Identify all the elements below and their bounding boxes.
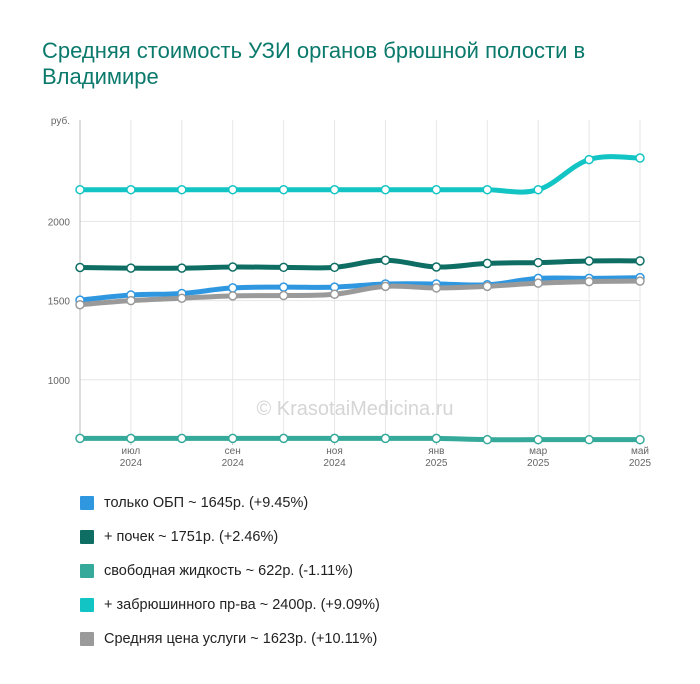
legend-item[interactable]: только ОБП ~ 1645р. (+9.45%) <box>80 486 380 520</box>
data-point <box>329 289 340 300</box>
line-chart: © KrasotaiMedicina.ru 1000 1500 2000 руб. ию… <box>48 115 652 469</box>
x-tick-label: май <box>631 446 649 457</box>
legend-swatch <box>80 530 94 544</box>
data-point <box>482 184 493 195</box>
data-point <box>278 433 289 444</box>
y-tick-label: 2000 <box>48 217 71 228</box>
y-tick-label: 1500 <box>48 297 71 308</box>
data-point <box>431 184 442 195</box>
legend-item[interactable]: + почек ~ 1751р. (+2.46%) <box>80 520 380 554</box>
data-point <box>227 283 238 293</box>
legend-series-name: свободная жидкость <box>104 563 242 579</box>
x-tick-year: 2024 <box>323 458 346 469</box>
data-point <box>329 433 340 444</box>
data-point <box>227 291 238 301</box>
data-point <box>584 276 594 287</box>
x-tick-year: 2024 <box>120 458 143 469</box>
legend-series-summary: ~ 1623р. (+10.11%) <box>246 631 378 647</box>
data-point <box>482 258 493 269</box>
data-point <box>584 154 594 165</box>
data-point <box>380 184 391 195</box>
legend-label: только ОБП ~ 1645р. (+9.45%) <box>104 495 308 511</box>
legend-swatch <box>80 598 94 612</box>
x-tick-label: сен <box>225 446 241 457</box>
data-point <box>635 153 645 163</box>
legend-series-name: Средняя цена услуги <box>104 631 247 647</box>
y-tick-label: 1000 <box>48 376 71 387</box>
x-tick-year: 2025 <box>629 458 652 469</box>
legend-series-summary: ~ 1751р. (+2.46%) <box>154 529 279 545</box>
data-point <box>380 281 391 292</box>
data-point <box>278 184 289 195</box>
data-point <box>533 257 543 268</box>
data-point <box>227 433 238 444</box>
data-point <box>126 295 136 306</box>
series-line-3 <box>77 154 643 195</box>
data-point <box>75 433 85 444</box>
y-unit-label: руб. <box>51 115 70 127</box>
x-tick-label: июл <box>122 446 141 457</box>
data-point <box>431 433 442 444</box>
x-tick-year: 2025 <box>425 458 448 469</box>
legend-series-name: + забрюшинного пр-ва <box>104 597 256 613</box>
data-point <box>533 184 543 195</box>
data-point <box>177 263 187 273</box>
legend-series-summary: ~ 622р. (-1.11%) <box>241 563 353 579</box>
legend-swatch <box>80 632 94 646</box>
legend-item[interactable]: Средняя цена услуги ~ 1623р. (+10.11%) <box>80 622 380 656</box>
data-point <box>533 434 543 445</box>
legend-series-name: только ОБП <box>104 495 185 511</box>
x-tick-label: мар <box>529 446 547 457</box>
data-point <box>227 262 238 272</box>
data-point <box>126 184 136 195</box>
data-point <box>278 262 289 273</box>
legend-label: Средняя цена услуги ~ 1623р. (+10.11%) <box>104 631 377 647</box>
data-point <box>431 262 442 272</box>
legend-label: + почек ~ 1751р. (+2.46%) <box>104 529 278 545</box>
legend-item[interactable]: + забрюшинного пр-ва ~ 2400р. (+9.09%) <box>80 588 380 622</box>
x-tick-year: 2025 <box>527 458 550 469</box>
data-point <box>380 255 391 265</box>
data-point <box>126 433 136 444</box>
data-point <box>75 184 85 195</box>
data-point <box>431 283 442 293</box>
legend-series-summary: ~ 2400р. (+9.09%) <box>255 597 380 613</box>
data-point <box>227 184 238 195</box>
data-point <box>635 276 645 286</box>
data-point <box>75 262 85 273</box>
data-point <box>584 256 594 266</box>
data-point <box>329 262 340 273</box>
x-tick-year: 2024 <box>222 458 245 469</box>
data-point <box>278 282 289 292</box>
data-point <box>177 184 187 195</box>
data-point <box>533 278 543 288</box>
chart-title: Средняя стоимость УЗИ органов брюшной по… <box>42 38 586 89</box>
data-point <box>177 293 187 303</box>
series-line-1 <box>77 257 643 271</box>
data-point <box>126 263 136 273</box>
x-tick-label: ноя <box>326 446 343 457</box>
legend-item[interactable]: свободная жидкость ~ 622р. (-1.11%) <box>80 554 380 588</box>
legend-label: + забрюшинного пр-ва ~ 2400р. (+9.09%) <box>104 597 380 613</box>
x-tick-label: янв <box>428 446 444 457</box>
watermark: © KrasotaiMedicina.ru <box>256 398 453 420</box>
data-point <box>380 433 391 444</box>
legend-series-name: + почек <box>104 529 155 545</box>
legend-swatch <box>80 496 94 510</box>
legend: только ОБП ~ 1645р. (+9.45%) + почек ~ 17… <box>80 486 380 656</box>
data-point <box>584 434 594 445</box>
data-point <box>278 290 289 301</box>
data-point <box>635 434 645 445</box>
legend-label: свободная жидкость ~ 622р. (-1.11%) <box>104 563 353 579</box>
data-point <box>329 184 340 195</box>
data-point <box>177 433 187 444</box>
legend-series-summary: ~ 1645р. (+9.45%) <box>184 495 309 511</box>
data-point <box>635 256 645 266</box>
legend-swatch <box>80 564 94 578</box>
series-line-2 <box>77 435 643 443</box>
data-point <box>482 434 493 445</box>
data-point <box>75 299 85 310</box>
data-point <box>482 281 493 292</box>
